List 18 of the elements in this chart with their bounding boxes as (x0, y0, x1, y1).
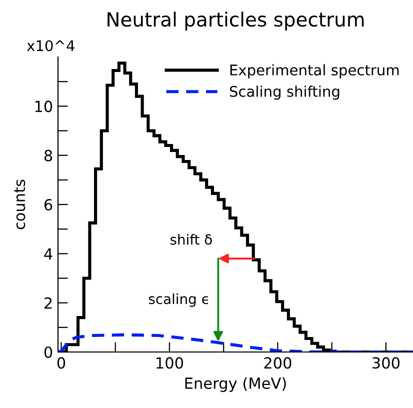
text: x10^4 (26, 40, 74, 52)
x-tick-label: 0 (57, 357, 66, 369)
x-tick-label: 200 (264, 357, 292, 369)
y-tick-label: 4 (44, 248, 52, 260)
y-tick-label: 6 (44, 198, 52, 211)
annotation: shift δ (170, 234, 212, 245)
y-tick-label: 8 (44, 150, 52, 162)
y-tick-label: 10 (35, 100, 52, 112)
annotation: scaling ϵ (148, 293, 208, 307)
x-axis-title: Energy (MeV) (185, 377, 286, 392)
legend-label: Experimental spectrum (230, 64, 399, 78)
y-tick-label: 0 (44, 346, 52, 358)
x-tick-label: 300 (372, 357, 400, 369)
y-axis-title: counts (14, 180, 26, 230)
chart-title: Neutral particles spectrum (108, 12, 364, 30)
legend-label: Scaling shifting (230, 86, 340, 100)
x-tick-label: 100 (156, 357, 184, 369)
y-tick-label: 2 (44, 297, 52, 309)
